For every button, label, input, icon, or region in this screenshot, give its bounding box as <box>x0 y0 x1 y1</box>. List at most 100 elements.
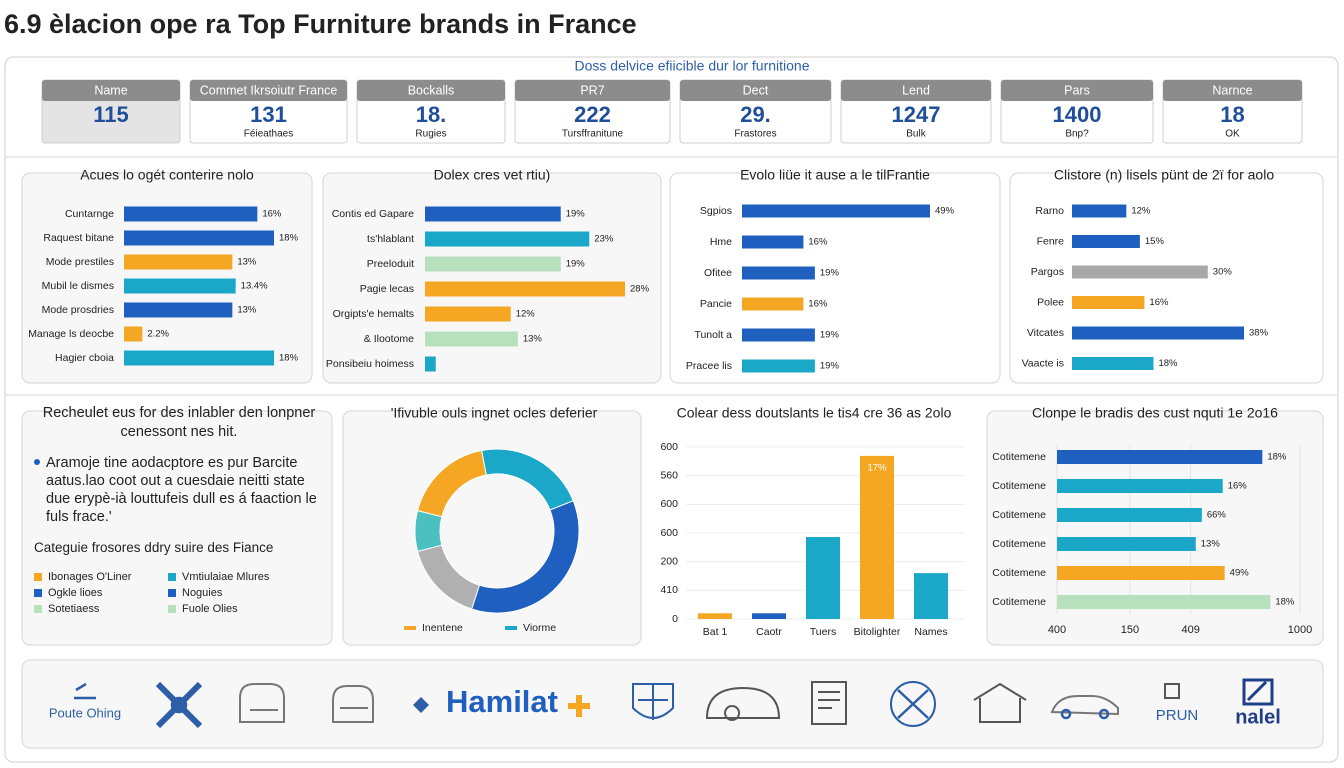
bar <box>425 281 625 297</box>
y-tick-label: 600 <box>660 527 678 539</box>
y-tick-label: Mode prosdries <box>42 304 114 316</box>
bar <box>914 573 948 619</box>
bar <box>425 331 518 347</box>
legend-item: Sotetiaess <box>34 603 168 615</box>
legend-label: Ogkle lioes <box>48 587 103 599</box>
kpi-header <box>357 80 505 101</box>
y-tick-label: Preeloduit <box>367 258 414 270</box>
bar <box>742 204 930 218</box>
bar <box>1057 566 1225 580</box>
value-label: 13% <box>237 257 257 268</box>
bar <box>698 613 732 619</box>
y-tick-label: Manage ls deocbe <box>28 328 114 340</box>
value-label: 16% <box>262 209 282 220</box>
legend-label: Noguies <box>182 587 223 599</box>
kpi-name: Bockalls <box>408 83 455 97</box>
kpi-header <box>42 80 180 101</box>
bar <box>1057 537 1196 551</box>
y-tick-label: ts'hlablant <box>367 233 414 245</box>
y-tick-label: Mode prestiles <box>46 256 114 268</box>
kpi-value: 1247 <box>892 102 941 127</box>
value-label: 16% <box>808 237 828 248</box>
kpi-header <box>841 80 991 101</box>
chart-title: 'Ifivuble ouls ingnet ocles deferier <box>391 405 598 421</box>
y-tick-label: 600 <box>660 498 678 510</box>
chart-title: Dolex cres vet rtiu) <box>434 167 551 183</box>
kpi-note: OK <box>1225 129 1240 140</box>
kpi-value: 222 <box>574 102 611 127</box>
legend-item: Noguies <box>168 587 302 599</box>
bar <box>1072 204 1127 218</box>
legend-label: Vmtiulaiae Mlures <box>182 571 270 583</box>
y-tick-label: 560 <box>660 469 678 481</box>
value-label: 49% <box>935 206 955 217</box>
text-panel: Recheulet eus for des inlabler den lonpn… <box>34 404 324 615</box>
legend-label: Inentene <box>422 622 463 634</box>
y-tick-label: Hme <box>710 236 732 248</box>
kpi-value: 115 <box>93 102 129 127</box>
bar <box>752 613 786 619</box>
bar <box>425 231 590 247</box>
y-tick-label: Cotitemene <box>992 451 1046 463</box>
kpi-value: 131 <box>250 102 287 127</box>
panel <box>322 172 662 384</box>
bar <box>1057 450 1263 464</box>
value-label: 66% <box>1207 510 1227 521</box>
legend-swatch <box>168 573 176 582</box>
logo-mark <box>568 695 590 717</box>
bar <box>425 356 436 372</box>
y-tick-label: Vaacte is <box>1022 357 1064 369</box>
bar <box>425 256 561 272</box>
y-tick-label: Cotitemene <box>992 509 1046 521</box>
text-panel-title: Recheulet eus for des inlabler den lonpn… <box>42 405 316 440</box>
value-label: 13.4% <box>241 281 268 292</box>
legend-label: Ibonages O'Liner <box>48 571 132 583</box>
legend-label: Sotetiaess <box>48 603 100 615</box>
kpi-note: Rugies <box>415 129 446 140</box>
bar <box>742 297 804 311</box>
bar <box>124 350 274 366</box>
bar <box>1072 296 1145 309</box>
logo-icons <box>74 678 1274 729</box>
x-tick-label: Caotr <box>756 626 782 638</box>
bar <box>742 359 815 373</box>
y-tick-label: Rarno <box>1035 205 1064 217</box>
x-tick-label: 409 <box>1181 624 1199 636</box>
legend-swatch <box>404 626 416 630</box>
value-label: 18% <box>279 233 299 244</box>
x-tick-label: 400 <box>1048 624 1066 636</box>
value-label: 2.2% <box>147 329 169 340</box>
panel <box>986 410 1324 646</box>
kpi-value: 29. <box>740 102 771 127</box>
kpi-name: Name <box>94 83 127 97</box>
bar <box>742 328 815 342</box>
bar <box>1057 508 1202 522</box>
y-tick-label: Pracee lis <box>686 360 732 372</box>
y-tick-label: Cotitemene <box>992 538 1046 550</box>
kpi-name: Commet Ikrsoiutr France <box>200 83 338 97</box>
panel <box>342 410 642 646</box>
kpi-header <box>190 80 347 101</box>
y-tick-label: & Ilootome <box>364 333 414 345</box>
bar <box>425 306 511 322</box>
text-panel-subtitle: Categuie frosores ddry suire des Fiance <box>34 540 274 555</box>
legend-swatch <box>505 626 517 630</box>
kpi-header <box>515 80 670 101</box>
value-label: 28% <box>630 284 650 295</box>
value-label: 19% <box>820 330 840 341</box>
legend-swatch <box>168 605 176 614</box>
legend-item: Ogkle lioes <box>34 587 168 599</box>
y-tick-label: 600 <box>660 441 678 453</box>
bar <box>124 230 274 246</box>
value-label: 18% <box>1267 452 1287 463</box>
x-tick-label: 1000 <box>1288 624 1312 636</box>
kpi-header <box>1163 80 1302 101</box>
x-tick-label: Tuers <box>810 626 836 638</box>
value-label: 18% <box>1275 597 1295 608</box>
kpi-note: Féieathaes <box>244 129 293 140</box>
kpi-name: Narnce <box>1212 83 1252 97</box>
bar <box>860 455 894 619</box>
value-label: 19% <box>566 209 586 220</box>
legend-label: Viorme <box>523 622 556 634</box>
subtitle: Doss delvice efiicible dur lor furnition… <box>575 58 810 74</box>
